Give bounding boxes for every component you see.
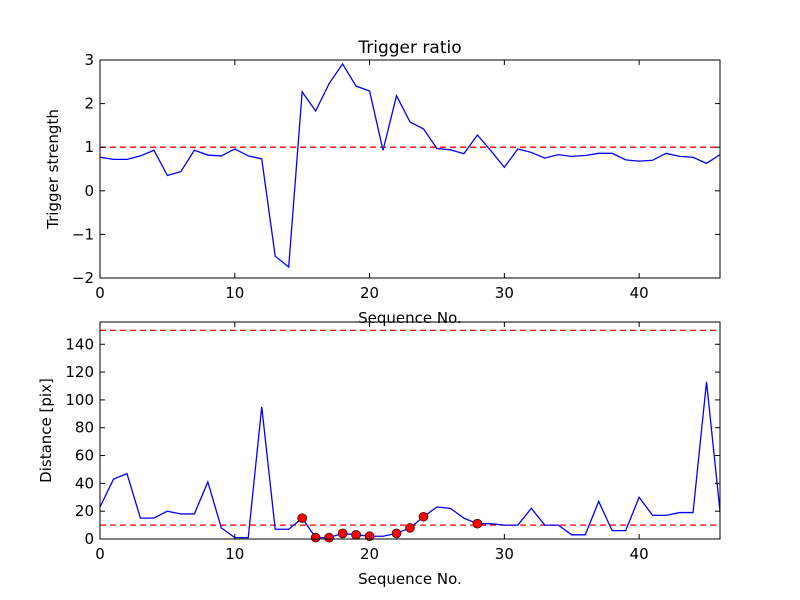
y-tick-label: 80 <box>75 419 94 437</box>
data-marker <box>310 532 321 543</box>
y-tick-label: 0 <box>84 182 94 200</box>
x-tick-label: 20 <box>360 284 379 302</box>
data-marker <box>472 518 483 529</box>
x-tick-label: 10 <box>225 284 244 302</box>
y-tick-label: 140 <box>65 335 94 353</box>
x-axis-label: Sequence No. <box>358 309 462 327</box>
x-axis-label: Sequence No. <box>358 570 462 588</box>
y-axis-label: Trigger strength <box>44 109 62 230</box>
y-tick-label: 2 <box>84 95 94 113</box>
data-marker <box>418 511 429 522</box>
data-marker <box>324 532 334 543</box>
x-tick-label: 0 <box>95 545 105 563</box>
x-tick-label: 30 <box>495 545 514 563</box>
axes-frame <box>99 321 721 540</box>
y-tick-label: −1 <box>72 225 94 243</box>
series-line <box>99 381 721 539</box>
x-tick-label: 40 <box>630 284 649 302</box>
series-line <box>99 62 721 269</box>
y-tick-label: 3 <box>84 51 94 69</box>
x-tick-label: 20 <box>360 545 379 563</box>
x-tick-label: 30 <box>495 284 514 302</box>
data-marker <box>351 530 361 540</box>
x-tick-label: 10 <box>225 545 244 563</box>
chart-1: 0 10 20 30 40 −2 −1 0 1 2 3 Trigger ratio Sequence N… <box>44 38 721 327</box>
y-tick-label: 1 <box>84 138 94 156</box>
y-tick-label: 120 <box>65 363 94 381</box>
y-tick-label: 100 <box>65 391 94 409</box>
y-tick-label: −2 <box>72 269 94 287</box>
data-marker <box>391 528 402 539</box>
x-tick-label: 40 <box>630 545 649 563</box>
y-tick-label: 20 <box>75 502 94 520</box>
chart-title: Trigger ratio <box>357 38 461 58</box>
data-marker <box>297 513 307 523</box>
data-marker <box>337 528 348 539</box>
y-tick-label: 0 <box>84 530 94 548</box>
axes-frame <box>99 59 721 279</box>
y-tick-label: 40 <box>75 474 94 492</box>
y-axis-label: Distance [pix] <box>37 378 55 483</box>
chart-2: 0 10 20 30 40 0 20 40 60 80 100 120 140 Sequence No. D… <box>37 321 721 588</box>
data-marker <box>405 523 415 533</box>
x-tick-label: 0 <box>95 284 105 302</box>
y-tick-label: 60 <box>75 447 94 465</box>
